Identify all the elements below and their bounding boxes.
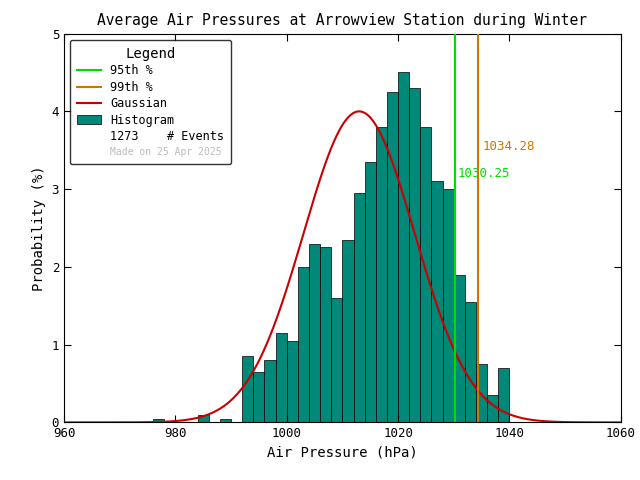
Title: Average Air Pressures at Arrowview Station during Winter: Average Air Pressures at Arrowview Stati… (97, 13, 588, 28)
Bar (287, 341, 298, 422)
Line: Gaussian: Gaussian (64, 111, 621, 422)
Bar (398, 72, 409, 422)
Gaussian (617, 420, 625, 425)
Bar (253, 372, 264, 422)
Bar (198, 415, 209, 422)
Bar (276, 333, 287, 422)
Bar (332, 298, 342, 422)
Bar (342, 240, 353, 422)
Text: 1030.25: 1030.25 (458, 167, 511, 180)
Bar (409, 88, 420, 422)
Bar (320, 248, 332, 422)
Bar (220, 419, 231, 422)
Bar (431, 181, 443, 422)
Gaussian (355, 108, 363, 114)
Bar (454, 275, 465, 422)
Gaussian (505, 411, 513, 417)
Bar (309, 243, 320, 422)
Bar (353, 193, 365, 422)
Gaussian (443, 330, 451, 336)
Bar (499, 368, 509, 422)
95th % (451, 420, 459, 425)
Bar (376, 127, 387, 422)
99th % (474, 420, 481, 425)
Gaussian (285, 278, 293, 284)
Bar (465, 302, 476, 422)
Bar (476, 364, 487, 422)
X-axis label: Air Pressure (hPa): Air Pressure (hPa) (267, 446, 418, 460)
Gaussian (117, 420, 125, 425)
Bar (153, 419, 164, 422)
Bar (443, 189, 454, 422)
Bar (387, 92, 398, 422)
99th % (474, 342, 481, 348)
Bar (242, 356, 253, 422)
95th % (451, 342, 459, 348)
Gaussian (305, 211, 313, 217)
Gaussian (60, 420, 68, 425)
Bar (420, 127, 431, 422)
Bar (365, 162, 376, 422)
Y-axis label: Probability (%): Probability (%) (32, 165, 46, 291)
Legend: 95th %, 99th %, Gaussian, Histogram, 1273    # Events, Made on 25 Apr 2025: 95th %, 99th %, Gaussian, Histogram, 127… (70, 39, 231, 164)
Bar (487, 395, 499, 422)
Bar (298, 267, 309, 422)
Gaussian (495, 406, 502, 412)
Text: 1034.28: 1034.28 (482, 140, 534, 153)
Bar (264, 360, 276, 422)
